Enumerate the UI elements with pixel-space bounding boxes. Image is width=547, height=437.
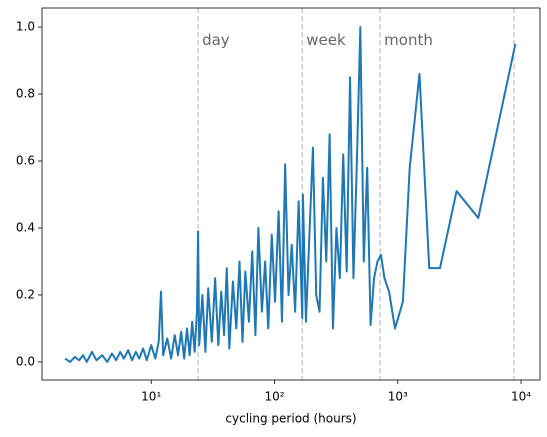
- plot-frame: [41, 7, 541, 381]
- x-tick-label: 10²: [264, 390, 284, 404]
- x-tick-label: 10⁴: [511, 390, 531, 404]
- annotation: day: [202, 31, 230, 49]
- y-tick-label: 0.2: [16, 287, 35, 301]
- y-tick-label: 0.0: [16, 354, 35, 368]
- x-tick-label: 10¹: [141, 390, 161, 404]
- y-tick-label: 0.6: [16, 154, 35, 168]
- annotation: month: [384, 31, 433, 49]
- data-line: [64, 26, 517, 363]
- x-tick-label: 10³: [388, 390, 408, 404]
- y-tick-label: 1.0: [16, 20, 35, 34]
- y-tick-label: 0.8: [16, 87, 35, 101]
- annotation: week: [306, 31, 346, 49]
- x-axis-label: cycling period (hours): [225, 412, 356, 426]
- y-tick-label: 0.4: [16, 220, 35, 234]
